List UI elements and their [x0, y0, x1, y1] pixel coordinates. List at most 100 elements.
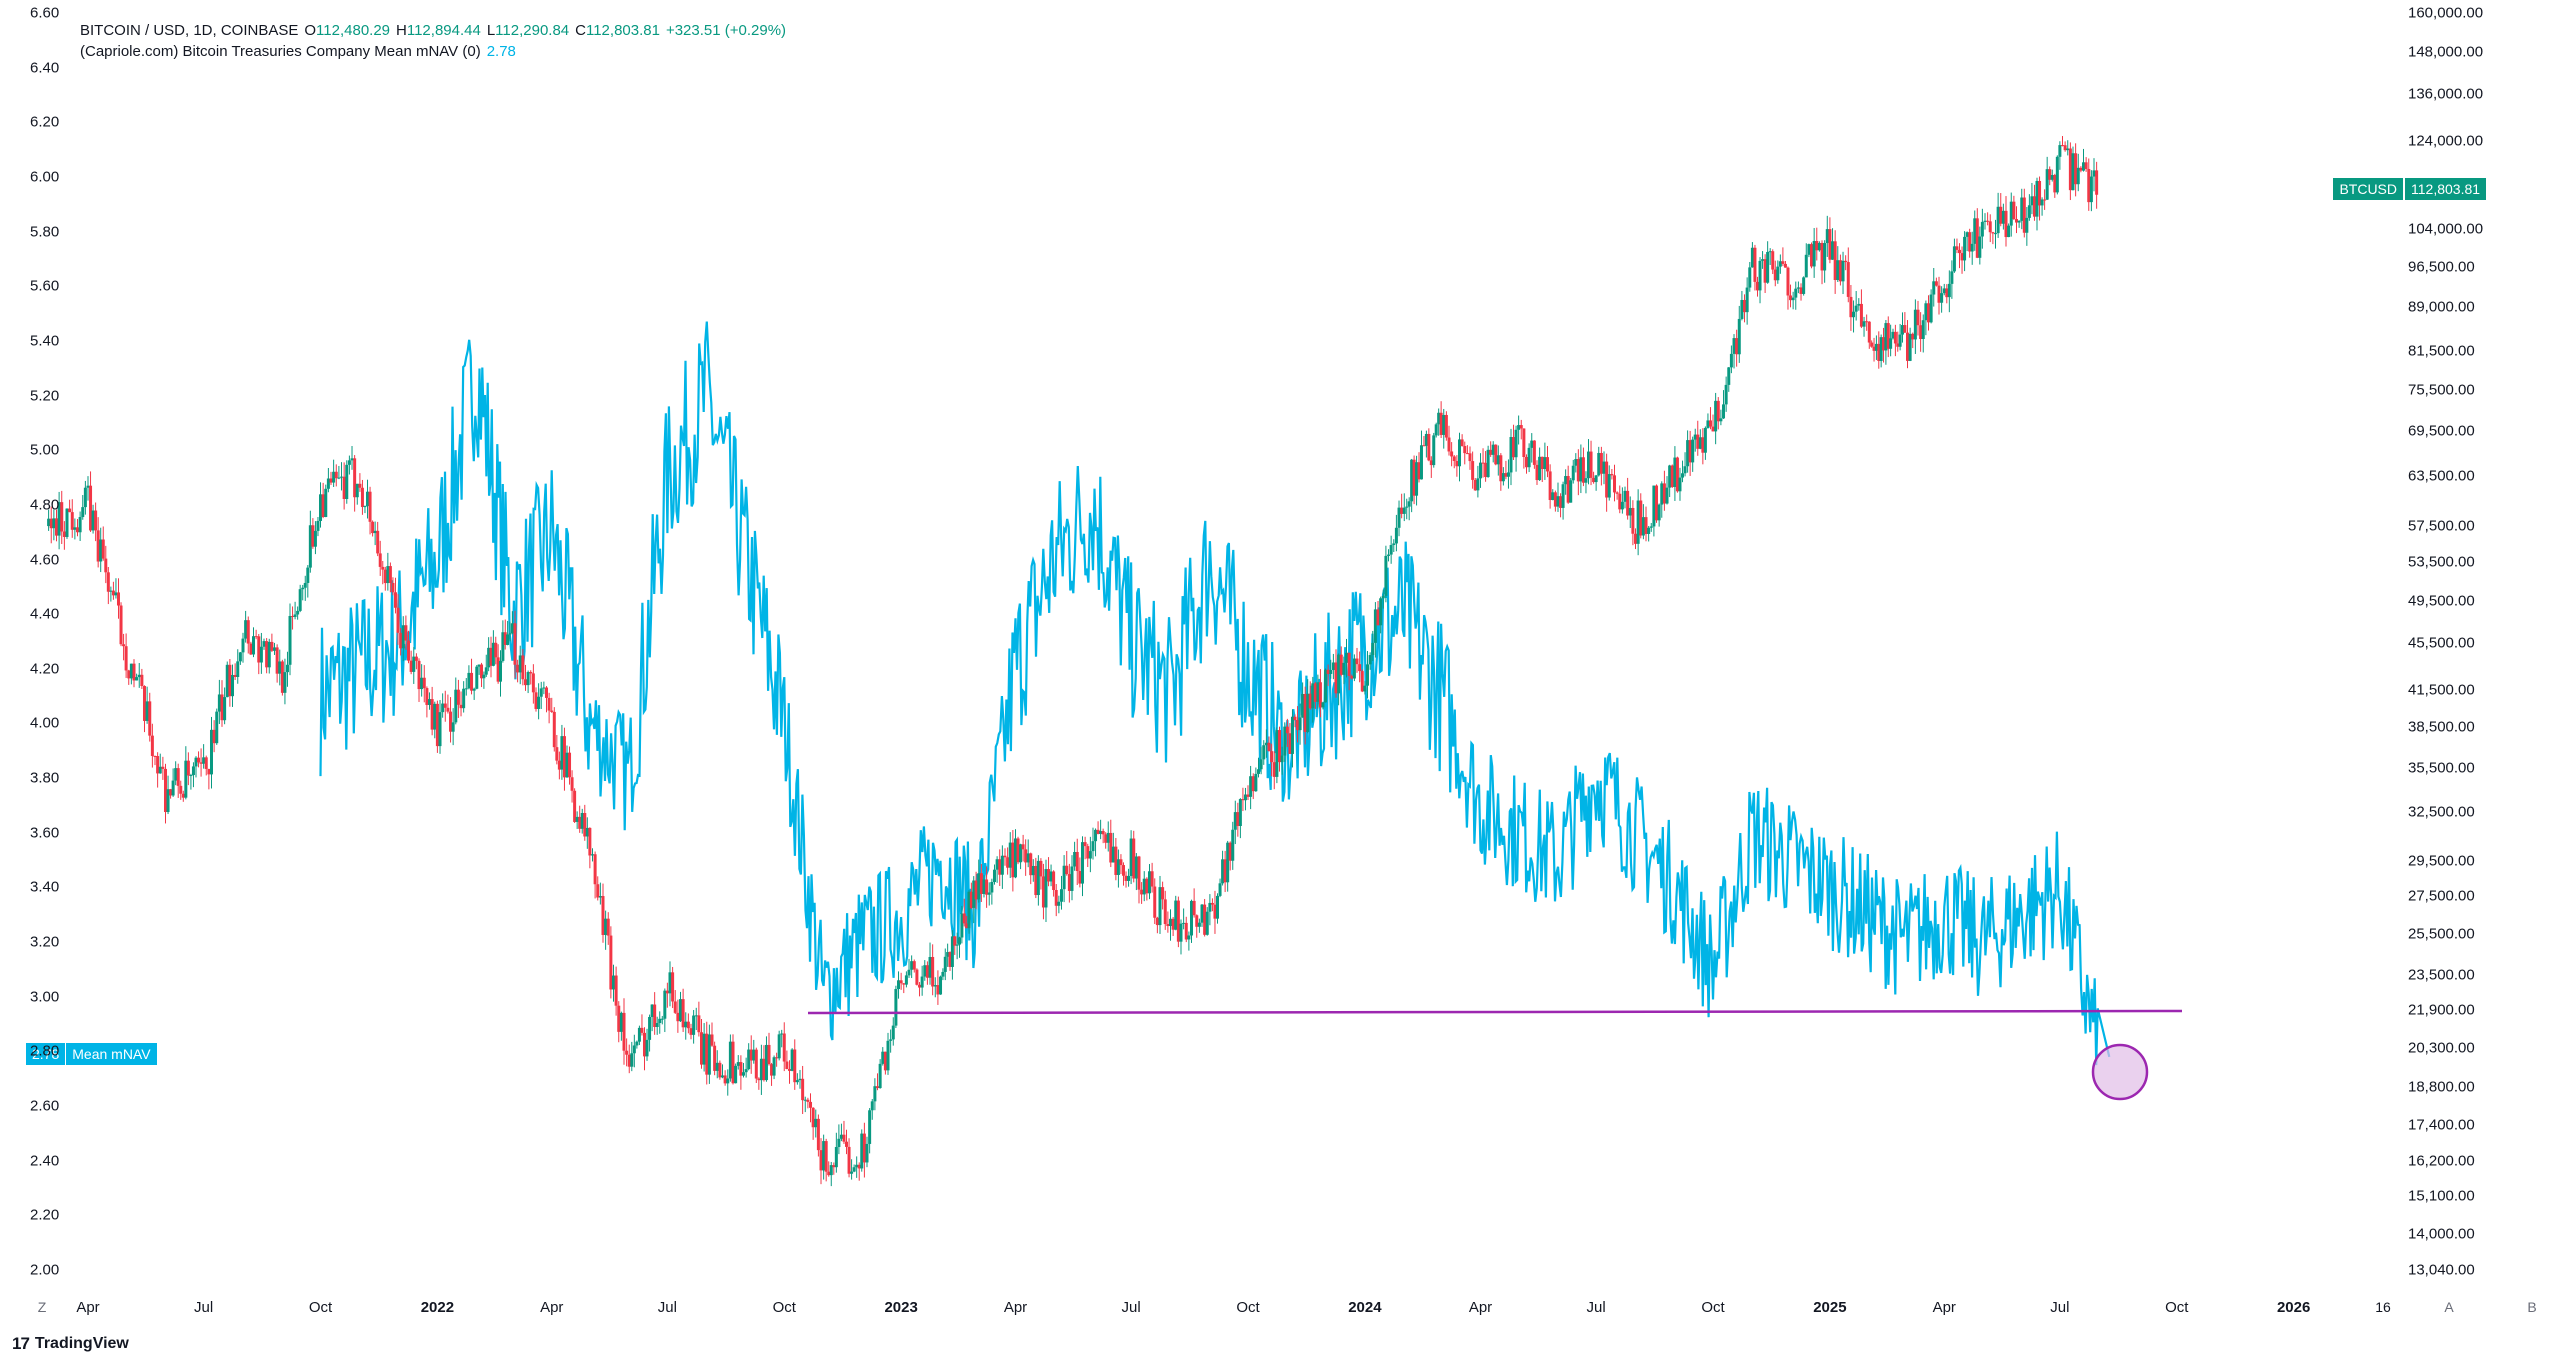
btc-candle [340, 476, 344, 478]
btc-candle [979, 873, 983, 894]
btc-candle [1342, 662, 1346, 675]
btc-candle [1161, 887, 1165, 900]
footer-branding[interactable]: 17 TradingView [12, 1334, 129, 1354]
btc-candle [1073, 851, 1077, 867]
btc-candle [1447, 437, 1451, 452]
btc-candle [363, 506, 367, 508]
btc-candle [1750, 247, 1754, 268]
btc-candle [1908, 333, 1912, 361]
btc-candle [2040, 199, 2044, 206]
btc-candle [681, 999, 685, 1028]
btc-candle [570, 777, 574, 791]
btc-candle [1688, 440, 1692, 463]
btc-candle [1233, 812, 1237, 830]
btc-candle [958, 937, 962, 945]
btc-candle [857, 1164, 861, 1169]
btc-candle [1400, 507, 1404, 514]
btc-candle [1942, 288, 1946, 294]
btc-candle [550, 710, 554, 712]
btc-candle [60, 502, 64, 532]
left-axis-tick: 4.40 [30, 605, 60, 623]
right-axis-tick: 104,000.00 [2408, 220, 2484, 238]
btc-candle [1691, 439, 1695, 463]
change-value: +323.51 (+0.29%) [665, 22, 787, 39]
btc-candle [254, 636, 258, 638]
btc-candle [94, 510, 98, 531]
btc-candle [494, 642, 498, 658]
btc-candle [1238, 799, 1242, 827]
btc-candle [464, 688, 468, 690]
btc-candle [1735, 338, 1739, 355]
btc-candle [780, 1033, 784, 1035]
btc-candle [1283, 726, 1287, 756]
btc-candle [862, 1133, 866, 1163]
auto-scale-button[interactable]: A [2444, 1299, 2454, 1315]
time-axis-label: Apr [1932, 1299, 1956, 1316]
right-axis-tick: 148,000.00 [2408, 43, 2484, 61]
btc-candle [790, 1049, 794, 1071]
btc-candle [1955, 246, 1959, 250]
btc-candle [1405, 506, 1409, 508]
indicator-title[interactable]: (Capriole.com) Bitcoin Treasuries Compan… [80, 43, 481, 60]
btc-candle [899, 980, 903, 984]
btc-candle [1499, 455, 1503, 482]
left-axis-tick: 4.80 [30, 496, 60, 514]
btc-candle [1706, 420, 1710, 428]
btc-candle [1884, 323, 1888, 351]
btc-candle [332, 471, 336, 483]
scale-b-button[interactable]: B [2527, 1299, 2537, 1315]
btc-candle [707, 1034, 711, 1075]
left-axis-tick: 5.00 [30, 441, 60, 459]
btc-candle [1442, 414, 1446, 435]
btc-candle [1200, 904, 1204, 923]
btc-candle [1371, 642, 1375, 656]
btc-candle [1326, 669, 1330, 674]
btc-candle [1407, 501, 1411, 507]
highlight-circle [2091, 1043, 2149, 1101]
btc-candle [1226, 842, 1230, 883]
btc-candle [1481, 462, 1485, 464]
btc-candle [936, 985, 940, 995]
btc-candle [578, 816, 582, 829]
btc-candle [969, 891, 973, 908]
btc-candle [2095, 170, 2099, 195]
mnav-series-line[interactable] [319, 321, 2111, 1066]
btc-candle [718, 1062, 722, 1078]
btc-candle [373, 530, 377, 534]
btc-candle [119, 605, 123, 645]
left-axis-tick: 6.40 [30, 59, 60, 77]
btc-candle [1008, 842, 1012, 868]
btc-candle [1662, 483, 1666, 504]
btc-candle [1006, 857, 1010, 868]
symbol-title[interactable]: BITCOIN / USD, 1D, COINBASE [80, 22, 299, 39]
time-axis-label: 2025 [1813, 1299, 1847, 1316]
btc-candle [1857, 303, 1861, 306]
btc-candle [1303, 693, 1307, 732]
zoom-button[interactable]: Z [37, 1299, 47, 1315]
btc-candle [715, 1062, 719, 1071]
tradingview-logo-icon: 17 [12, 1334, 30, 1353]
btc-candle [1673, 457, 1677, 487]
btc-candle [1039, 860, 1043, 877]
btc-candle [275, 647, 279, 674]
btc-candle [950, 936, 954, 967]
left-axis-tick: 5.40 [30, 332, 60, 350]
btc-candle [1389, 545, 1393, 555]
btc-candle [135, 677, 139, 681]
btc-candle [897, 980, 901, 990]
btc-candle [744, 1069, 748, 1073]
btc-candle [1569, 480, 1573, 503]
btc-candle [1872, 346, 1876, 351]
btc-candle [2012, 201, 2016, 220]
btc-candle [1140, 889, 1144, 895]
right-axis-tick: 81,500.00 [2408, 342, 2475, 360]
btc-candle [604, 918, 608, 935]
time-axis-label: Oct [308, 1299, 333, 1316]
btc-candle [1350, 675, 1354, 679]
btc-candle [1116, 859, 1120, 875]
btc-candle [1919, 325, 1923, 340]
btc-candle [132, 663, 136, 681]
btc-candle [1615, 492, 1619, 494]
support-line[interactable] [807, 1009, 2183, 1015]
